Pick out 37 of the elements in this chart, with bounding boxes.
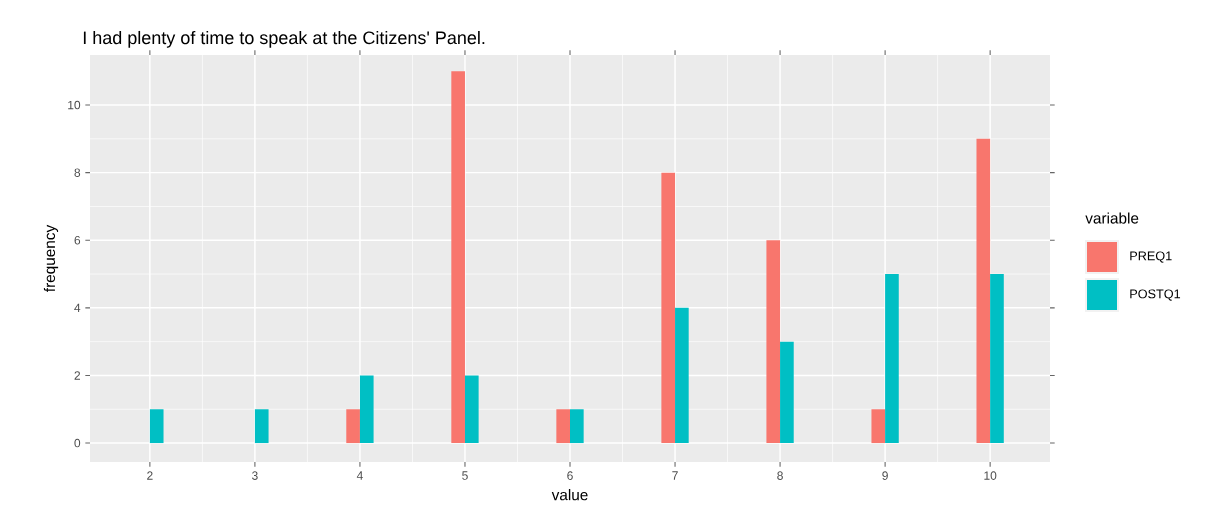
bar [990, 274, 1004, 444]
bar [451, 71, 465, 444]
legend-label: PREQ1 [1130, 251, 1172, 263]
x-tick-label: 4 [356, 471, 363, 480]
bar [885, 274, 899, 444]
x-tick-label: 2 [147, 471, 153, 480]
x-tick-label: 8 [777, 471, 783, 480]
chart-title: I had plenty of time to speak at the Citizens' Panel. [83, 30, 485, 48]
y-tick-label: 4 [74, 303, 81, 312]
x-tick-label: 9 [882, 471, 888, 480]
bar [556, 409, 571, 444]
bar [254, 409, 269, 444]
bar [464, 375, 479, 444]
y-tick-label: 0 [74, 438, 81, 448]
y-tick-label: 10 [68, 100, 81, 110]
bar [359, 375, 374, 444]
bar [766, 240, 781, 444]
x-tick-label: 5 [462, 471, 468, 480]
bar [675, 307, 689, 444]
bar [149, 409, 164, 444]
x-tick-label: 7 [672, 471, 678, 480]
bar [871, 409, 886, 444]
legend-title: variable [1085, 212, 1139, 224]
x-tick-label: 3 [252, 471, 258, 480]
x-tick-label: 10 [984, 471, 997, 480]
bar [661, 172, 676, 444]
bar [346, 409, 360, 444]
y-tick-label: 8 [74, 168, 81, 177]
bar [570, 409, 584, 444]
y-axis-title: frequency [43, 224, 59, 292]
x-tick-label: 6 [567, 471, 573, 480]
bar [780, 341, 794, 444]
y-tick-label: 2 [74, 371, 81, 380]
y-tick-label: 6 [74, 235, 81, 245]
x-axis-title: value [551, 489, 588, 501]
legend-label: POSTQ1 [1130, 289, 1181, 301]
bar [976, 138, 991, 444]
